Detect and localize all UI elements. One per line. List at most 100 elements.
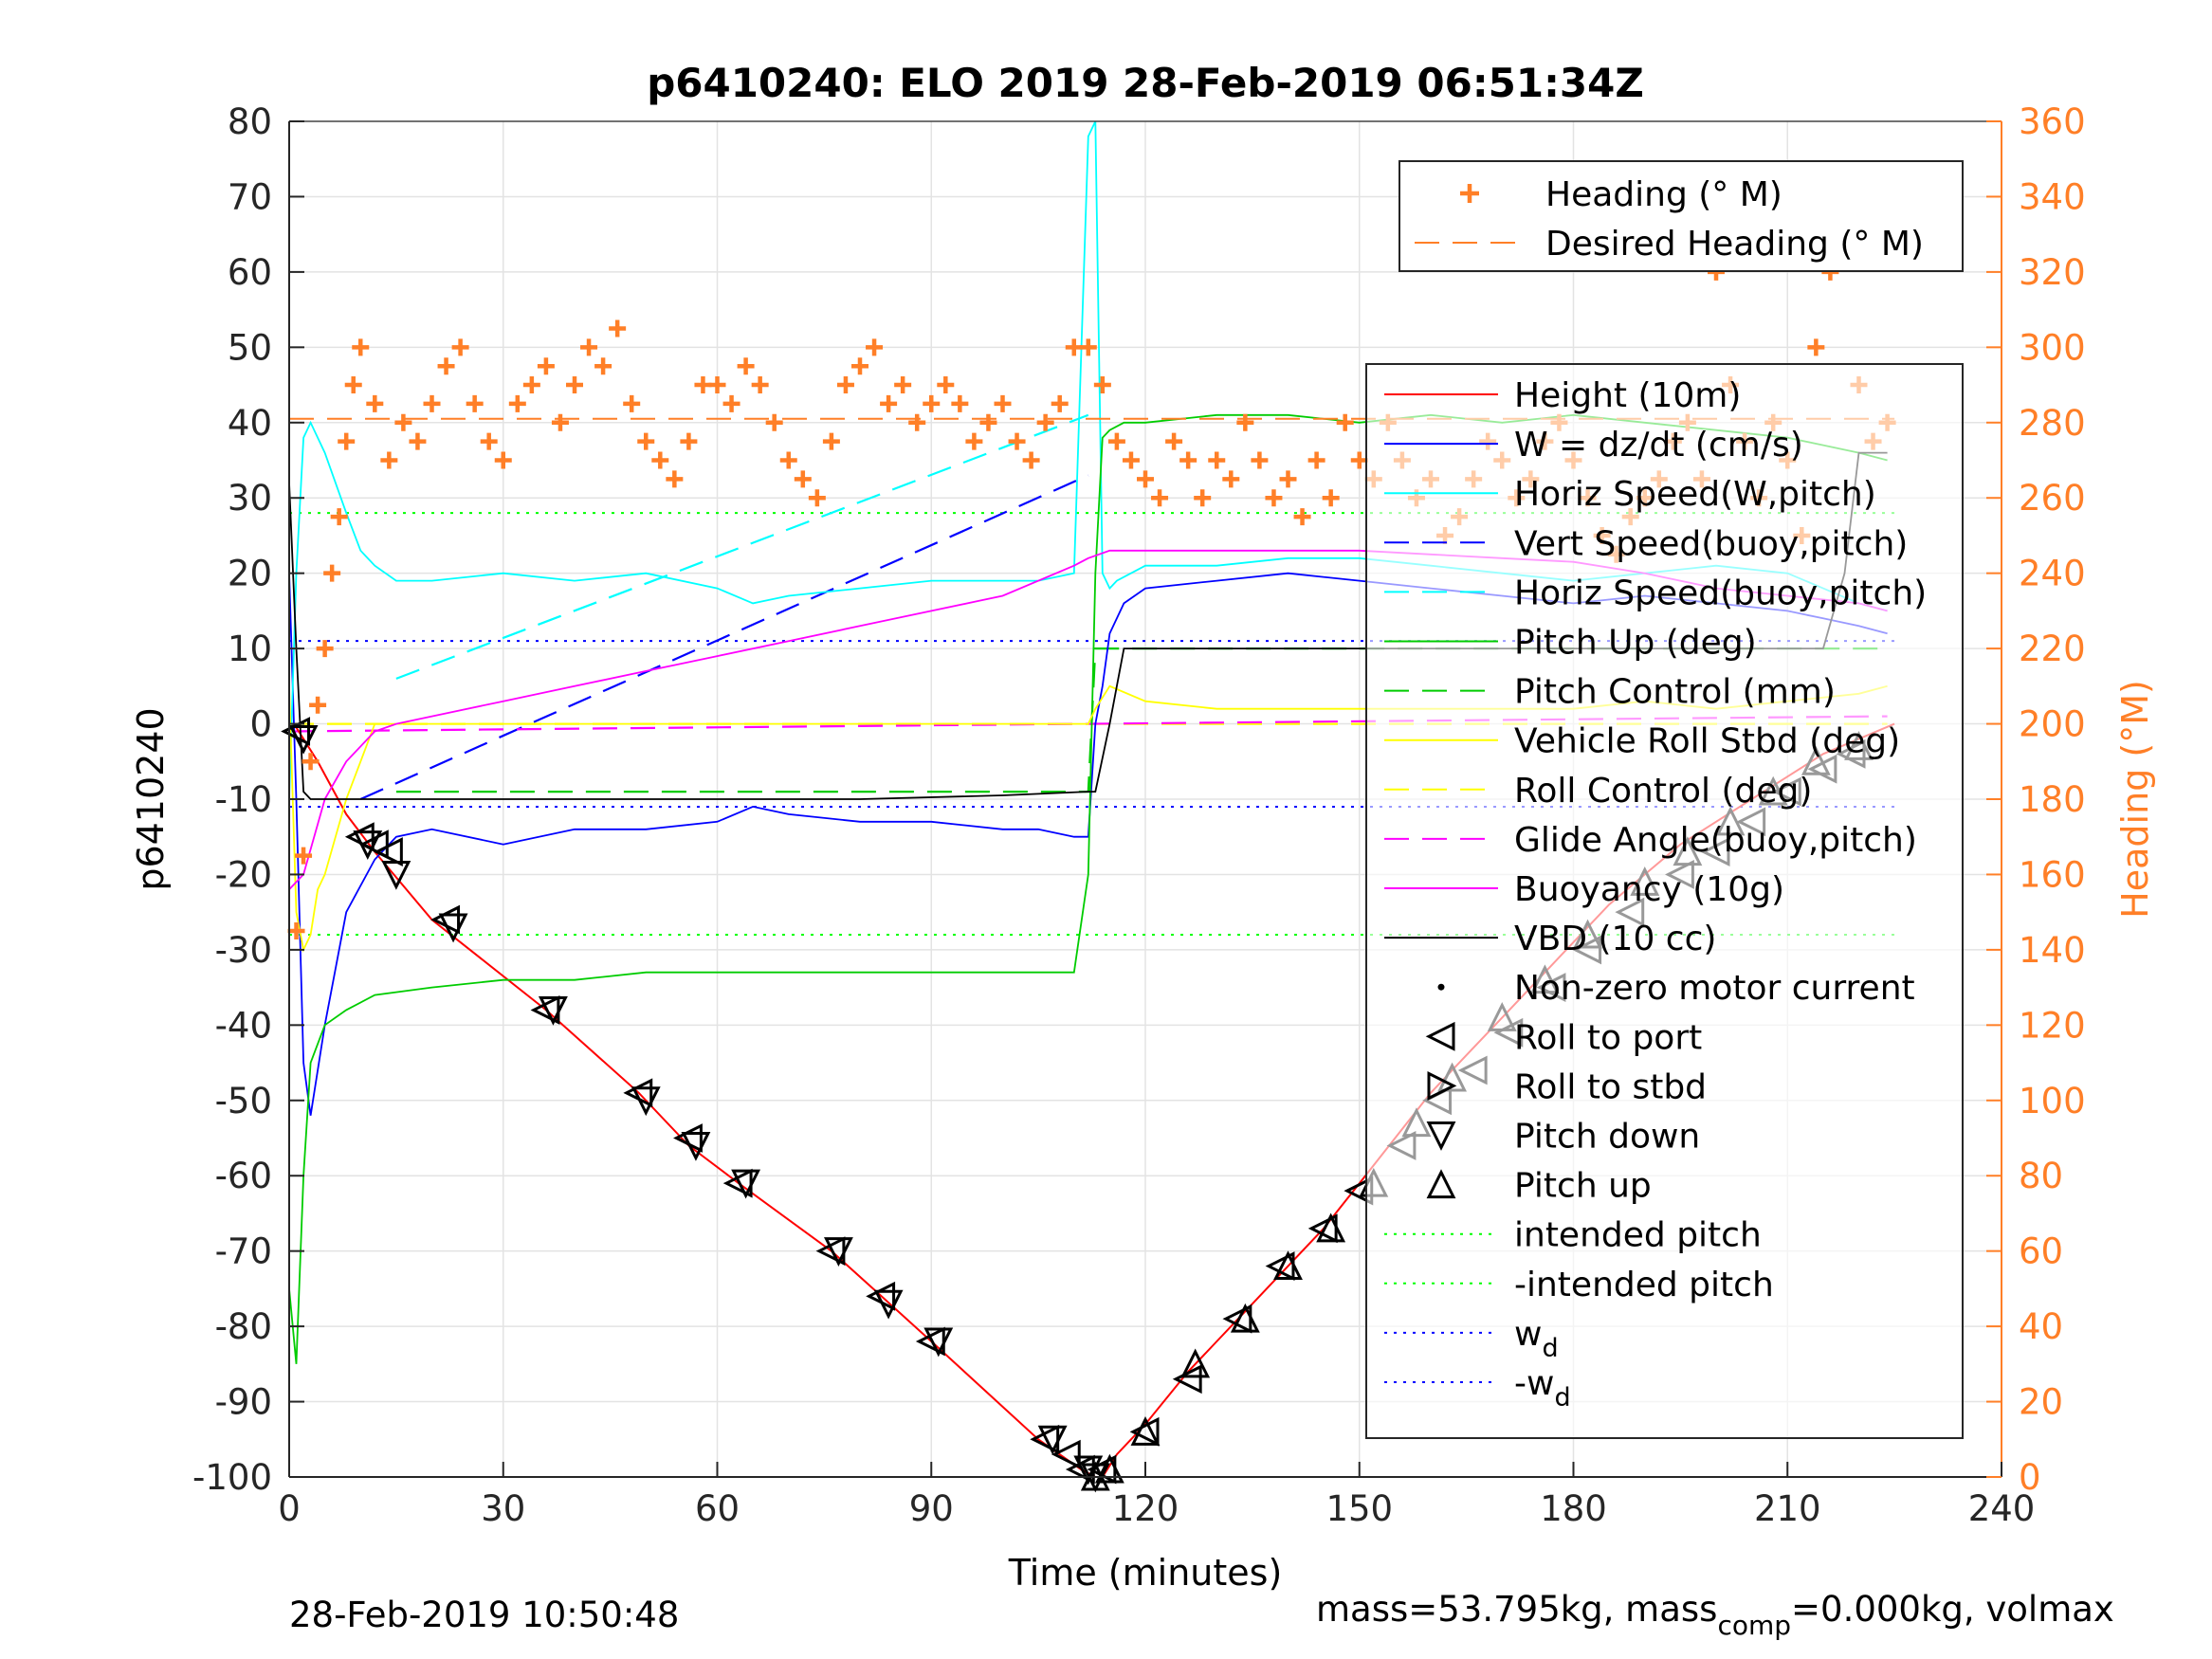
heading-point bbox=[287, 922, 305, 940]
heading-point bbox=[623, 394, 641, 412]
heading-point bbox=[765, 413, 783, 431]
heading-point bbox=[1151, 489, 1169, 507]
heading-point bbox=[394, 413, 412, 431]
heading-point bbox=[295, 847, 313, 865]
heading-point bbox=[808, 489, 826, 507]
x-tick-label: 30 bbox=[481, 1488, 525, 1529]
legend-label: Pitch Up (deg) bbox=[1514, 624, 1757, 663]
heading-point bbox=[1008, 432, 1026, 450]
heading-point bbox=[344, 376, 362, 394]
y-tick-label: -20 bbox=[215, 854, 272, 895]
x-axis-title: Time (minutes) bbox=[1008, 1552, 1283, 1594]
y-tick-label: 40 bbox=[228, 403, 272, 444]
marker-triangle-down bbox=[288, 724, 319, 755]
heading-point bbox=[366, 394, 384, 412]
marker-triangle-down bbox=[353, 830, 383, 861]
legend-label: Buoyancy (10g) bbox=[1514, 870, 1784, 909]
heading-point bbox=[880, 394, 898, 412]
heading-point bbox=[494, 451, 512, 469]
y-tick-label: -80 bbox=[215, 1306, 272, 1347]
heading-point bbox=[537, 357, 555, 375]
heading-point bbox=[722, 394, 740, 412]
heading-point bbox=[694, 376, 712, 394]
y-tick-label: 0 bbox=[249, 704, 272, 745]
heading-point bbox=[851, 357, 868, 375]
legend-label: Glide Angle(buoy,pitch) bbox=[1514, 821, 1917, 860]
marker-triangle-down bbox=[823, 1237, 853, 1267]
legend-label: Pitch Control (mm) bbox=[1514, 673, 1836, 712]
legend-box-heading bbox=[1398, 160, 1964, 272]
y-tick-label-right: 360 bbox=[2019, 101, 2086, 142]
heading-point bbox=[794, 470, 812, 488]
marker-triangle-down bbox=[438, 913, 468, 943]
y-axis-title-right: Heading (°M) bbox=[2114, 680, 2156, 919]
legend-label: VBD (10 cc) bbox=[1514, 920, 1716, 958]
y-tick-label-right: 60 bbox=[2019, 1231, 2063, 1272]
heading-point bbox=[423, 394, 441, 412]
heading-point bbox=[908, 413, 926, 431]
heading-point bbox=[1093, 376, 1111, 394]
heading-point bbox=[1336, 413, 1354, 431]
y-tick-label: -10 bbox=[215, 779, 272, 820]
marker-triangle-down bbox=[538, 995, 568, 1026]
x-tick-label: 90 bbox=[909, 1488, 954, 1529]
marker-triangle-up bbox=[1316, 1212, 1346, 1243]
y-tick-label: 30 bbox=[228, 478, 272, 519]
marker-triangle-up bbox=[1130, 1415, 1161, 1446]
y-tick-label-right: 340 bbox=[2019, 176, 2086, 217]
heading-point bbox=[309, 696, 327, 714]
dashed-series-line bbox=[359, 474, 1089, 801]
y-tick-label: 60 bbox=[228, 252, 272, 293]
heading-point bbox=[466, 394, 484, 412]
y-tick-label-right: 280 bbox=[2019, 403, 2086, 444]
legend-label: Roll to port bbox=[1514, 1018, 1702, 1057]
chart-title: p6410240: ELO 2019 28-Feb-2019 06:51:34Z bbox=[647, 60, 1644, 106]
y-tick-label-right: 260 bbox=[2019, 478, 2086, 519]
heading-point bbox=[1036, 413, 1054, 431]
heading-point bbox=[1322, 489, 1340, 507]
legend-symbol-heading bbox=[1460, 184, 1479, 203]
heading-point bbox=[480, 432, 498, 450]
y-tick-label-right: 80 bbox=[2019, 1156, 2063, 1196]
heading-point bbox=[836, 376, 854, 394]
marker-triangle-up bbox=[1180, 1348, 1211, 1378]
heading-point bbox=[609, 319, 627, 337]
heading-point bbox=[1137, 470, 1154, 488]
heading-point bbox=[666, 470, 684, 488]
legend-label: -intended pitch bbox=[1514, 1266, 1774, 1304]
heading-point bbox=[1107, 432, 1125, 450]
heading-point bbox=[1165, 432, 1183, 450]
heading-point bbox=[965, 432, 983, 450]
y-tick-label: -40 bbox=[215, 1005, 272, 1046]
y-tick-label-right: 140 bbox=[2019, 930, 2086, 971]
heading-point bbox=[323, 564, 341, 582]
y-tick-label-right: 100 bbox=[2019, 1081, 2086, 1121]
heading-point bbox=[1051, 394, 1069, 412]
y-tick-label-right: 220 bbox=[2019, 629, 2086, 669]
heading-point bbox=[822, 432, 840, 450]
heading-point bbox=[637, 432, 655, 450]
heading-point bbox=[1065, 338, 1083, 356]
heading-point bbox=[451, 338, 469, 356]
y-tick-label: 20 bbox=[228, 554, 272, 594]
legend-label: Height (10m) bbox=[1514, 376, 1741, 415]
legend-symbol-triangle-left bbox=[1425, 1021, 1455, 1051]
heading-point bbox=[708, 376, 726, 394]
heading-point bbox=[1179, 451, 1197, 469]
y-tick-label: -70 bbox=[215, 1231, 272, 1272]
y-tick-label-right: 160 bbox=[2019, 854, 2086, 895]
legend-symbol-triangle-up bbox=[1426, 1169, 1456, 1199]
heading-point bbox=[330, 508, 348, 526]
legend-symbol-dot bbox=[1437, 983, 1445, 991]
y-tick-label: -60 bbox=[215, 1156, 272, 1196]
x-tick-label: 0 bbox=[278, 1488, 301, 1529]
heading-point bbox=[594, 357, 612, 375]
heading-point bbox=[779, 451, 797, 469]
x-tick-label: 120 bbox=[1112, 1488, 1179, 1529]
legend-label: Vert Speed(buoy,pitch) bbox=[1514, 524, 1908, 563]
y-tick-label-right: 320 bbox=[2019, 252, 2086, 293]
marker-triangle-up bbox=[1273, 1250, 1303, 1281]
heading-point bbox=[1293, 508, 1311, 526]
heading-point bbox=[680, 432, 698, 450]
